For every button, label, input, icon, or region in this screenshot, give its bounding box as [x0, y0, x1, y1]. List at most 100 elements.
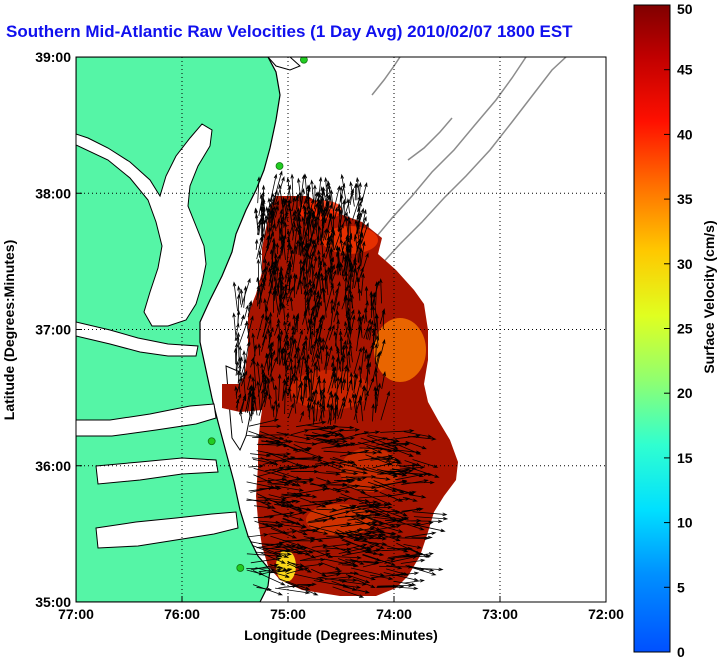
velocity-vector: [394, 497, 411, 501]
velocity-vector: [246, 566, 284, 570]
velocity-vector: [333, 300, 340, 323]
velocity-vector: [305, 353, 310, 373]
velocity-vector: [268, 267, 273, 290]
velocity-vector: [353, 398, 361, 421]
velocity-vector: [308, 517, 337, 522]
velocity-vector: [389, 465, 426, 471]
velocity-vector: [373, 385, 377, 414]
velocity-vector: [269, 482, 290, 487]
velocity-vector: [413, 516, 449, 521]
velocity-vector: [348, 314, 356, 342]
velocity-vector: [342, 586, 371, 594]
velocity-vector: [327, 366, 337, 394]
velocity-vector: [312, 535, 346, 541]
velocity-vector: [344, 216, 350, 242]
velocity-vector: [260, 388, 265, 409]
velocity-vector: [255, 567, 290, 578]
velocity-vector: [271, 199, 275, 216]
velocity-vector: [279, 301, 283, 315]
velocity-vector: [268, 311, 273, 329]
velocity-vector: [366, 435, 399, 449]
velocity-vector: [313, 184, 317, 203]
velocity-vector: [246, 373, 252, 390]
velocity-vector: [311, 338, 318, 362]
velocity-vector: [365, 376, 374, 401]
velocity-vector: [380, 429, 415, 433]
velocity-vector: [339, 505, 356, 510]
velocity-vector: [281, 294, 286, 310]
velocity-vector: [403, 579, 425, 584]
velocity-vector: [368, 542, 385, 549]
velocity-vector: [275, 587, 311, 595]
velocity-vector: [315, 439, 334, 445]
velocity-vector: [360, 252, 369, 277]
velocity-vector: [359, 527, 384, 537]
velocity-vector: [275, 402, 280, 420]
velocity-vector: [261, 211, 266, 236]
velocity-vector: [232, 281, 238, 312]
velocity-vector: [260, 501, 276, 509]
velocity-vector: [358, 266, 364, 282]
velocity-vector: [409, 467, 440, 478]
velocity-vector: [340, 356, 345, 372]
velocity-vector: [299, 380, 304, 402]
velocity-vector: [322, 287, 327, 318]
velocity-vector: [283, 524, 307, 529]
velocity-vector: [360, 437, 377, 444]
velocity-vector: [349, 451, 378, 455]
velocity-vector: [258, 546, 291, 553]
velocity-vectors: [232, 170, 449, 598]
velocity-vector: [306, 194, 312, 223]
velocity-vector: [284, 380, 288, 396]
velocity-vector: [320, 240, 325, 268]
velocity-vector: [294, 315, 299, 335]
velocity-vector: [333, 185, 341, 212]
velocity-vector: [386, 565, 403, 570]
velocity-vector: [409, 494, 427, 499]
velocity-vector: [320, 186, 325, 212]
velocity-vector: [298, 191, 302, 213]
velocity-vector: [361, 514, 396, 528]
velocity-vector: [307, 519, 328, 524]
velocity-vector: [344, 271, 349, 283]
velocity-vector: [283, 321, 291, 343]
colorbar-tick-label: 5: [677, 579, 685, 595]
velocity-vector: [339, 182, 346, 202]
velocity-vector: [299, 279, 303, 295]
velocity-vector: [359, 247, 363, 266]
velocity-vector: [407, 436, 437, 441]
velocity-vector: [311, 432, 329, 438]
velocity-vector: [353, 372, 357, 394]
velocity-vector: [289, 477, 315, 482]
velocity-vector: [314, 344, 323, 369]
velocity-vector: [404, 480, 435, 485]
velocity-vector: [268, 393, 272, 409]
velocity-vector: [343, 378, 352, 408]
velocity-vector: [391, 447, 414, 457]
velocity-vector: [308, 238, 316, 260]
velocity-vector: [349, 261, 354, 278]
velocity-vector: [345, 531, 365, 538]
velocity-vector: [379, 308, 385, 325]
velocity-vector: [327, 402, 331, 425]
colorbar-tick-label: 30: [677, 256, 693, 272]
velocity-vector: [371, 403, 375, 422]
velocity-vector: [278, 578, 311, 590]
velocity-vector: [276, 333, 281, 365]
velocity-vector: [294, 573, 325, 582]
velocity-vector: [341, 584, 362, 589]
velocity-vector: [295, 375, 299, 402]
velocity-vector: [324, 268, 329, 296]
velocity-vector: [304, 236, 312, 266]
velocity-vector: [360, 345, 366, 374]
velocity-vector: [329, 458, 353, 464]
velocity-vector: [359, 500, 378, 504]
y-tick-label: 36:00: [35, 458, 71, 474]
velocity-vector: [235, 342, 239, 371]
velocity-vector: [350, 516, 382, 531]
velocity-vector: [321, 442, 356, 449]
velocity-vector: [359, 532, 386, 538]
velocity-vector: [277, 269, 283, 296]
velocity-vector: [316, 477, 332, 483]
